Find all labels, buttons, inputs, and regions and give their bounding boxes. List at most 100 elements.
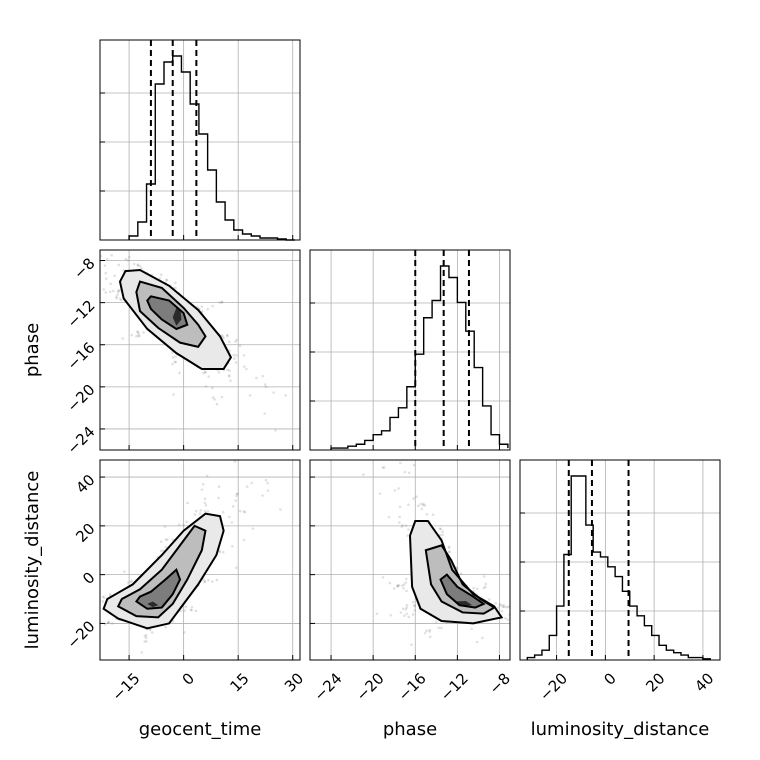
sample-point (136, 330, 140, 334)
sample-point (235, 338, 238, 342)
sample-point (148, 628, 152, 632)
contour-outer-0 (118, 268, 233, 370)
sample-point (211, 396, 215, 399)
sample-point (144, 633, 148, 637)
sample-point (103, 264, 107, 267)
sample-point (217, 371, 221, 374)
sample-point (447, 546, 451, 550)
sample-point (234, 340, 237, 343)
sample-point (203, 501, 207, 505)
ytick-label-luminosity-distance-3: 40 (72, 471, 98, 497)
sample-point (403, 470, 407, 474)
xtick-label-phase-1: −20 (353, 669, 388, 704)
sample-point (396, 584, 399, 588)
sample-point (411, 613, 415, 616)
sample-point (100, 254, 103, 258)
sample-point (483, 585, 487, 589)
frame-2 (309, 459, 511, 661)
sample-point (101, 600, 105, 603)
sample-point (84, 610, 87, 613)
sample-point (396, 585, 400, 588)
sample-point (85, 289, 88, 292)
sample-point (412, 497, 415, 500)
sample-point (126, 259, 130, 262)
sample-point (428, 635, 432, 639)
sample-point (234, 361, 238, 364)
sample-point (448, 550, 452, 554)
panel-content-2 (310, 460, 535, 660)
sample-point (143, 640, 146, 643)
sample-point (203, 580, 207, 583)
sample-point (178, 371, 181, 375)
sample-point (362, 473, 365, 476)
sample-point (111, 622, 114, 625)
sample-point (423, 504, 427, 507)
sample-point (218, 550, 222, 554)
sample-point (245, 485, 249, 489)
sample-point (406, 534, 409, 537)
sample-point (447, 545, 451, 548)
sample-point (475, 640, 479, 644)
sample-point (226, 368, 230, 371)
sample-point (398, 521, 401, 524)
sample-point (93, 599, 96, 602)
frame-0 (99, 249, 301, 451)
sample-point (502, 605, 506, 608)
sample-point (104, 277, 108, 280)
sample-point (532, 627, 535, 630)
sample-point (206, 307, 209, 311)
sample-point (251, 527, 255, 530)
sample-point (182, 523, 185, 527)
sample-point (413, 609, 416, 612)
sample-point (104, 291, 108, 294)
xtick-label-luminosity-distance-1: 0 (600, 669, 619, 688)
sample-point (412, 603, 416, 607)
sample-point (115, 295, 118, 298)
sample-point (506, 605, 510, 609)
sample-point (185, 520, 188, 524)
sample-point (263, 412, 266, 415)
sample-point (118, 289, 121, 293)
sample-point (97, 614, 100, 617)
density-middle-1 (118, 525, 206, 618)
sample-point (215, 402, 219, 406)
frame-1 (99, 459, 301, 661)
sample-point (232, 353, 236, 357)
sample-point (115, 296, 118, 300)
sample-point (381, 466, 385, 469)
sample-point (122, 570, 126, 573)
sample-point (261, 494, 264, 497)
sample-point (431, 513, 435, 517)
sample-point (487, 598, 491, 601)
sample-point (137, 332, 140, 336)
sample-point (220, 301, 224, 304)
sample-point (393, 488, 397, 492)
sample-point (183, 609, 187, 612)
sample-point (266, 489, 270, 492)
sample-point (136, 264, 140, 267)
sample-point (416, 504, 420, 508)
xtick-label-phase-2: −16 (395, 669, 430, 704)
contour-outer-2 (408, 519, 504, 625)
sample-point (107, 230, 110, 233)
sample-point (236, 492, 239, 496)
sample-point (233, 460, 237, 463)
sample-point (404, 581, 408, 584)
sample-point (108, 290, 112, 294)
panels: −15 0 15 30 −24 −20 −16 −12 −8 −20 0 20 40−24−20−16−… (63, 39, 721, 705)
xtick-label-phase-4: −8 (486, 669, 514, 697)
sample-point (235, 492, 239, 496)
xtick-label-luminosity-distance-3: 40 (691, 669, 717, 695)
sample-point (447, 550, 451, 554)
sample-point (221, 550, 225, 554)
sample-point (164, 278, 168, 282)
sample-point (205, 474, 209, 478)
sample-point (207, 578, 210, 582)
sample-point (300, 490, 303, 493)
sample-point (455, 566, 459, 570)
sample-point (415, 495, 418, 499)
contour-inner-1 (134, 568, 182, 610)
sample-point (221, 510, 225, 514)
sample-point (159, 549, 163, 553)
sample-point (96, 592, 99, 595)
